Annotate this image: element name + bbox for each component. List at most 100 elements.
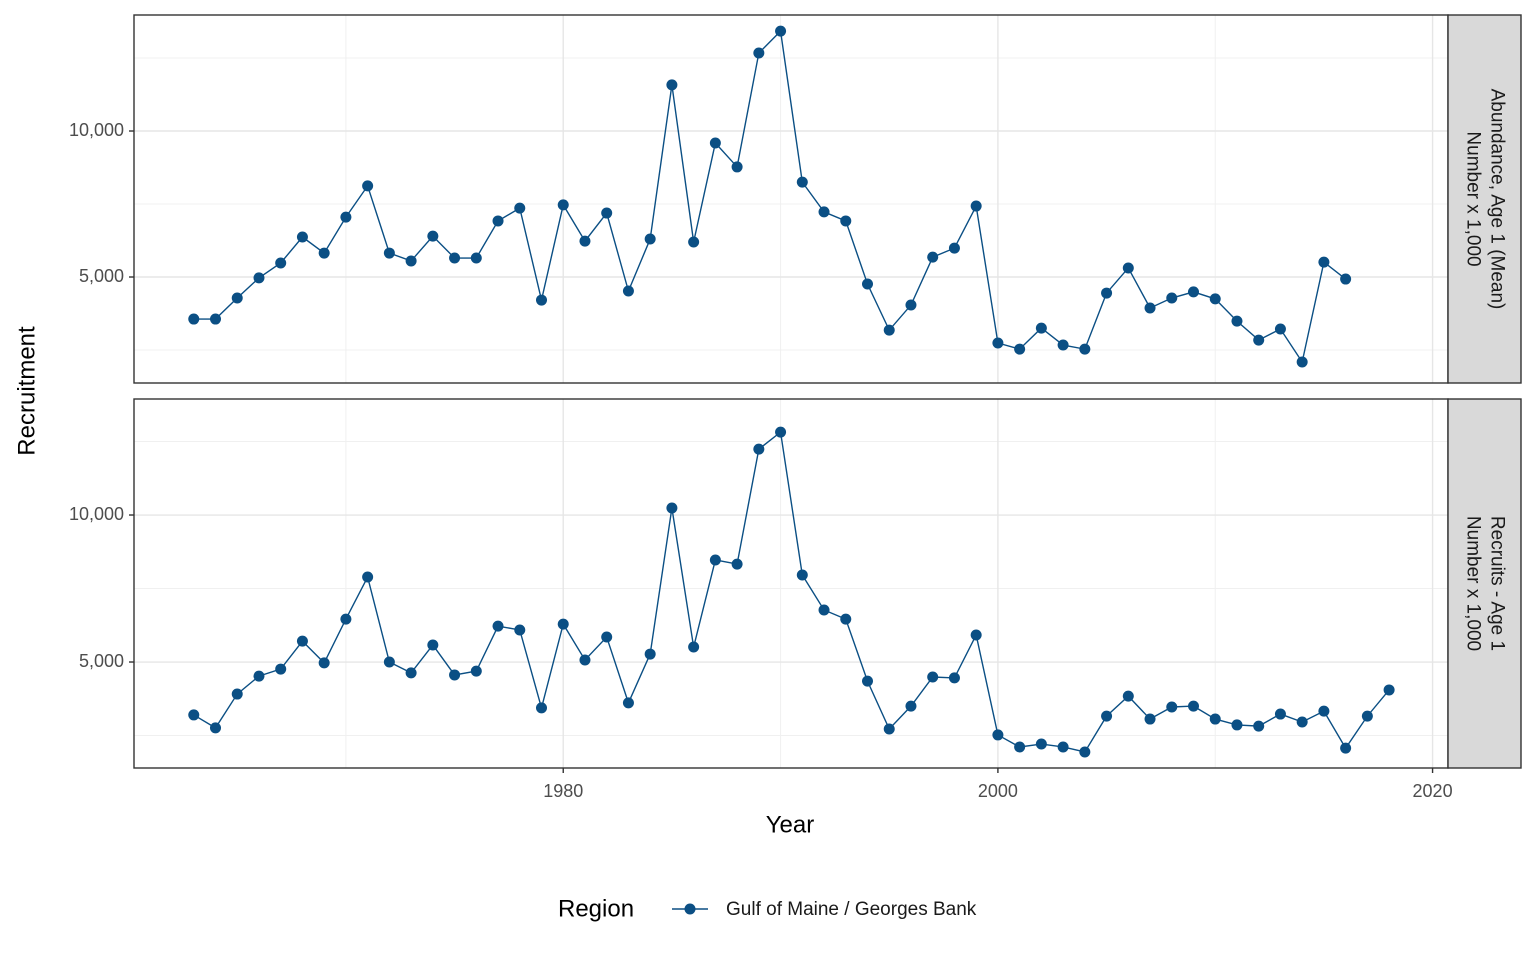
y-tick-label: 10,000: [69, 504, 124, 524]
legend-key-point: [684, 903, 696, 915]
data-point: [362, 571, 374, 583]
panel-background: [134, 15, 1448, 383]
data-point: [775, 25, 787, 37]
data-point: [1209, 293, 1221, 305]
strip-label: Number x 1,000: [1462, 131, 1483, 266]
data-point: [1296, 356, 1308, 368]
y-tick-label: 5,000: [79, 266, 124, 286]
data-point: [1079, 746, 1091, 758]
data-point: [1144, 713, 1156, 725]
data-point: [1014, 741, 1026, 753]
data-point: [1014, 343, 1026, 355]
data-point: [709, 554, 721, 566]
data-point: [796, 176, 808, 188]
legend-title: Region: [558, 895, 634, 922]
data-point: [1340, 742, 1352, 754]
data-point: [275, 257, 287, 269]
data-point: [1035, 322, 1047, 334]
data-point: [579, 654, 591, 666]
y-tick-label: 5,000: [79, 651, 124, 671]
y-tick-label: 10,000: [69, 120, 124, 140]
data-point: [557, 199, 569, 211]
data-point: [927, 251, 939, 263]
x-axis-title: Year: [766, 811, 815, 838]
data-point: [492, 215, 504, 227]
data-point: [731, 558, 743, 570]
data-point: [253, 272, 265, 284]
data-point: [492, 620, 504, 632]
data-point: [688, 641, 700, 653]
data-point: [666, 502, 678, 514]
data-point: [188, 313, 200, 325]
data-point: [731, 161, 743, 173]
y-axis-title: Recruitment: [13, 326, 40, 456]
data-point: [340, 613, 352, 625]
data-point: [644, 233, 656, 245]
data-point: [753, 47, 765, 59]
data-point: [775, 426, 787, 438]
data-point: [1383, 684, 1395, 696]
data-point: [1318, 256, 1330, 268]
data-point: [536, 702, 548, 714]
data-point: [253, 670, 265, 682]
data-point: [622, 285, 634, 297]
data-point: [275, 663, 287, 675]
data-point: [1122, 690, 1134, 702]
data-point: [1274, 323, 1286, 335]
data-point: [318, 657, 330, 669]
x-tick-label: 1980: [543, 781, 583, 801]
data-point: [383, 247, 395, 259]
data-point: [318, 247, 330, 259]
strip: [1447, 398, 1522, 769]
data-point: [862, 278, 874, 290]
data-point: [340, 211, 352, 223]
x-tick-label: 2000: [978, 781, 1018, 801]
data-point: [796, 569, 808, 581]
data-point: [1253, 334, 1265, 346]
data-point: [1296, 716, 1308, 728]
strip: [1447, 14, 1522, 384]
data-point: [557, 618, 569, 630]
data-point: [1166, 292, 1178, 304]
data-point: [362, 180, 374, 192]
data-point: [948, 242, 960, 254]
data-point: [601, 207, 613, 219]
data-point: [818, 206, 830, 218]
data-point: [992, 729, 1004, 741]
data-point: [753, 443, 765, 455]
strip-label: Abundance, Age 1 (Mean): [1486, 89, 1507, 310]
data-point: [231, 688, 243, 700]
data-point: [210, 722, 222, 734]
data-point: [579, 235, 591, 247]
data-point: [1361, 710, 1373, 722]
data-point: [622, 697, 634, 709]
data-point: [383, 656, 395, 668]
data-point: [970, 629, 982, 641]
strip-label: Number x 1,000: [1462, 516, 1483, 651]
data-point: [1253, 720, 1265, 732]
data-point: [1144, 302, 1156, 314]
data-point: [970, 200, 982, 212]
data-point: [1231, 719, 1243, 731]
data-point: [296, 635, 308, 647]
data-point: [1122, 262, 1134, 274]
data-point: [644, 648, 656, 660]
data-point: [1166, 701, 1178, 713]
legend-label: Gulf of Maine / Georges Bank: [726, 899, 977, 920]
data-point: [470, 252, 482, 264]
data-point: [296, 231, 308, 243]
data-point: [514, 624, 526, 636]
data-point: [405, 667, 417, 679]
data-point: [1101, 710, 1113, 722]
strip-label: Recruits - Age 1: [1486, 516, 1507, 651]
data-point: [231, 292, 243, 304]
x-tick-label: 2020: [1413, 781, 1453, 801]
data-point: [514, 202, 526, 214]
data-point: [666, 79, 678, 91]
data-point: [449, 669, 461, 681]
data-point: [883, 324, 895, 336]
data-point: [1188, 700, 1200, 712]
data-point: [1057, 741, 1069, 753]
data-point: [536, 294, 548, 306]
